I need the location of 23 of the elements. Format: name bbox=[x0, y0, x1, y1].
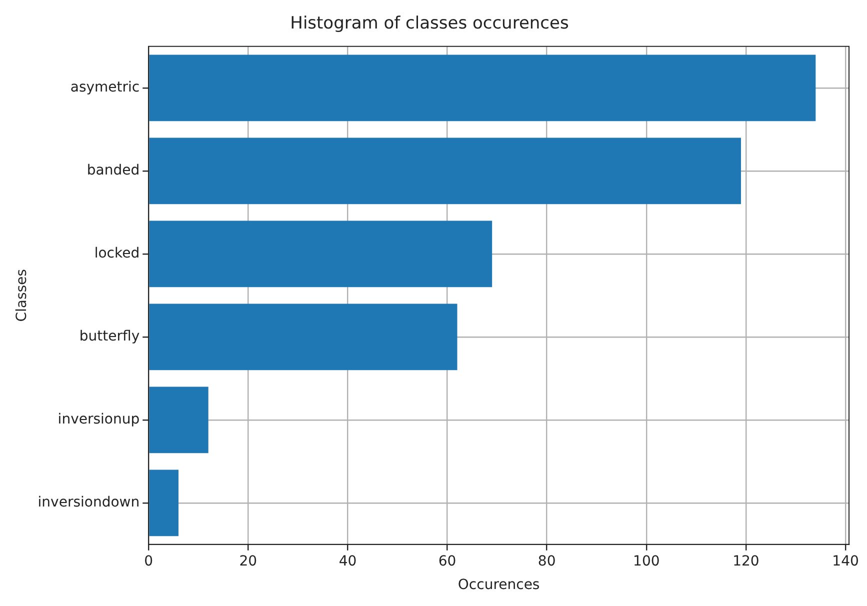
x-tick-label: 60 bbox=[438, 553, 456, 570]
bar bbox=[149, 386, 208, 454]
bar bbox=[149, 304, 458, 370]
x-tick-label: 20 bbox=[239, 553, 258, 570]
y-tick-label: inversiondown bbox=[38, 494, 140, 511]
y-tick-label: inversionup bbox=[58, 412, 140, 428]
x-tick-label: 80 bbox=[538, 553, 556, 570]
bar bbox=[149, 470, 178, 536]
x-tick-label: 100 bbox=[633, 553, 660, 570]
bar bbox=[149, 138, 741, 204]
chart-title: Histogram of classes occurences bbox=[290, 14, 569, 34]
x-tick-label: 40 bbox=[338, 553, 357, 570]
x-axis-title: Occurences bbox=[458, 577, 540, 594]
y-tick-label: asymetric bbox=[70, 80, 140, 96]
y-tick-label: banded bbox=[86, 162, 140, 179]
bar bbox=[149, 54, 816, 122]
x-tick-label: 0 bbox=[144, 553, 154, 570]
y-tick-label: locked bbox=[94, 246, 140, 262]
x-tick-label: 120 bbox=[732, 553, 760, 570]
x-tick-label: 140 bbox=[832, 553, 859, 570]
y-axis-title: Classes bbox=[14, 269, 30, 322]
bar bbox=[149, 220, 492, 288]
y-tick-label: butterfly bbox=[79, 328, 140, 345]
